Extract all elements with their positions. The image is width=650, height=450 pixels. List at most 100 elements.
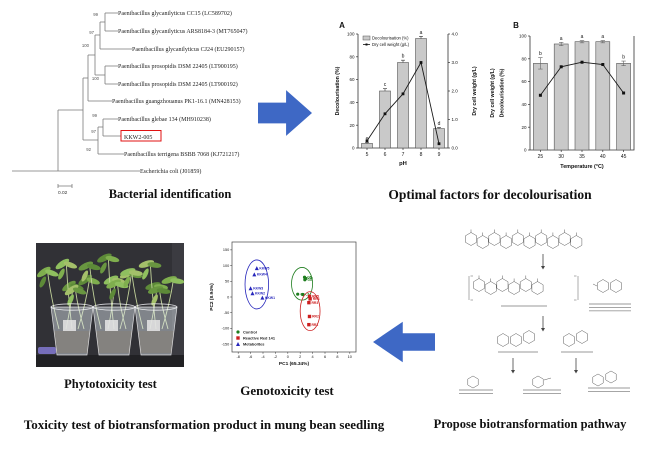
bootstrap-value: 99 (93, 12, 98, 17)
leaf (72, 287, 87, 295)
point-label: KKW2 (255, 291, 265, 295)
significance-letter: b (539, 51, 542, 57)
panel-letter: A (339, 21, 345, 30)
legend-label: Reactive Red 141 (243, 336, 276, 341)
line-marker (622, 91, 626, 95)
ring-structure (563, 333, 575, 347)
leaf (63, 261, 78, 269)
stem (77, 280, 90, 330)
error-bar (419, 35, 423, 39)
down-arrow-icon (541, 266, 545, 270)
bootstrap-value: 100 (92, 76, 100, 81)
ring-structure (605, 370, 617, 384)
taxon-label: KKW2-005 (124, 135, 152, 141)
ring-structure (576, 330, 588, 344)
significance-letter: a (601, 34, 604, 40)
taxon-label: Paenibacillus guangzhouanus PK1-16.1 (MN… (112, 98, 241, 105)
axis-text: -6 (249, 355, 252, 359)
leaf (39, 276, 47, 288)
leaf (100, 262, 107, 274)
taxon-label: Paenibacillus terrigena BSBB 7068 (KJ721… (124, 151, 239, 158)
ring-structure (523, 330, 535, 344)
leaf (62, 280, 76, 292)
legend-label: Control (243, 330, 257, 335)
legend-label: Dry cell weight (g/L) (372, 42, 410, 47)
bootstrap-value: 97 (89, 30, 94, 35)
axis-text: 2.0 (452, 89, 459, 94)
phylogenetic-tree-panel: Paenibacillus glycanilyticus CC15 (LC589… (12, 10, 248, 196)
cluster-ellipse (299, 291, 321, 332)
leaf (86, 277, 100, 285)
y-axis-label-right: Dry cell weight (g/L) (472, 66, 478, 116)
point-label: KKW1 (265, 296, 275, 300)
point-label: C1 (305, 293, 309, 297)
axis-text: -8 (237, 355, 240, 359)
leaf (55, 258, 70, 270)
leaf (97, 253, 112, 263)
leaf (78, 261, 94, 271)
leaf (58, 268, 65, 280)
soil (54, 331, 90, 353)
line-marker (437, 142, 441, 146)
axis-text: 60 (521, 79, 527, 84)
ring-structure (547, 235, 559, 249)
cup-label-tag (105, 320, 118, 331)
ring-structure (465, 232, 477, 246)
data-point (301, 292, 305, 297)
leaf (37, 266, 51, 278)
ring-structure (532, 375, 544, 389)
axis-text: 5 (366, 152, 369, 158)
axis-text: 60 (349, 77, 355, 82)
point-label: RR5 (312, 295, 319, 299)
axis-text: 0 (524, 148, 527, 153)
ring-structure (610, 279, 622, 293)
data-point (307, 314, 312, 319)
point-label: RR3 (311, 301, 318, 305)
axis-text: -50 (224, 311, 230, 315)
x-axis-label: PC1 (65.34%) (279, 361, 310, 367)
x-axis-label: Temperature (°C) (560, 164, 604, 170)
line-marker (559, 65, 563, 69)
axis-text: 25 (538, 154, 544, 160)
ring-structure (484, 281, 497, 295)
ring-structure (508, 281, 520, 295)
leaf (106, 279, 121, 289)
legend-swatch-bar (362, 35, 371, 41)
significance-letter: e (366, 136, 369, 142)
ring-structure (597, 279, 609, 293)
taxon-label: Paenibacillus glycanilyticus CC15 (LC589… (118, 10, 232, 17)
axis-text: 4 (312, 355, 314, 359)
leaf (161, 276, 177, 284)
axis-text: 40 (349, 100, 355, 105)
axis-text: 80 (521, 56, 527, 61)
significance-letter: d (438, 121, 441, 127)
biotransformation-pathway-panel (459, 229, 631, 394)
y-axis-label-outer: Dry cell weight (g/L) (490, 68, 496, 118)
charts-caption: Optimal factors for decolourisation (388, 187, 592, 202)
bar (533, 63, 548, 151)
axis-text: 8 (336, 355, 338, 359)
axis-text: 150 (223, 248, 229, 252)
down-arrow-icon (541, 328, 545, 332)
axis-text: 40 (521, 102, 527, 107)
axis-text: -150 (222, 342, 230, 346)
axis-text: 0 (287, 355, 289, 359)
axis-text: 8 (420, 152, 423, 158)
bootstrap-value: 97 (91, 129, 96, 134)
leaf (170, 278, 185, 284)
stem (119, 274, 132, 330)
leaf (142, 268, 149, 280)
axis-text: -2 (274, 355, 277, 359)
data-point (308, 297, 312, 301)
ring-structure (535, 232, 548, 246)
ring-structure (592, 373, 604, 387)
error-bar (437, 127, 441, 129)
purple-object (38, 347, 56, 354)
cup-rim (134, 303, 178, 311)
point-label: KKW5 (259, 266, 269, 270)
leaf (45, 269, 59, 277)
data-point (252, 272, 257, 277)
bootstrap-value: 100 (82, 43, 90, 48)
error-bar (621, 60, 626, 66)
